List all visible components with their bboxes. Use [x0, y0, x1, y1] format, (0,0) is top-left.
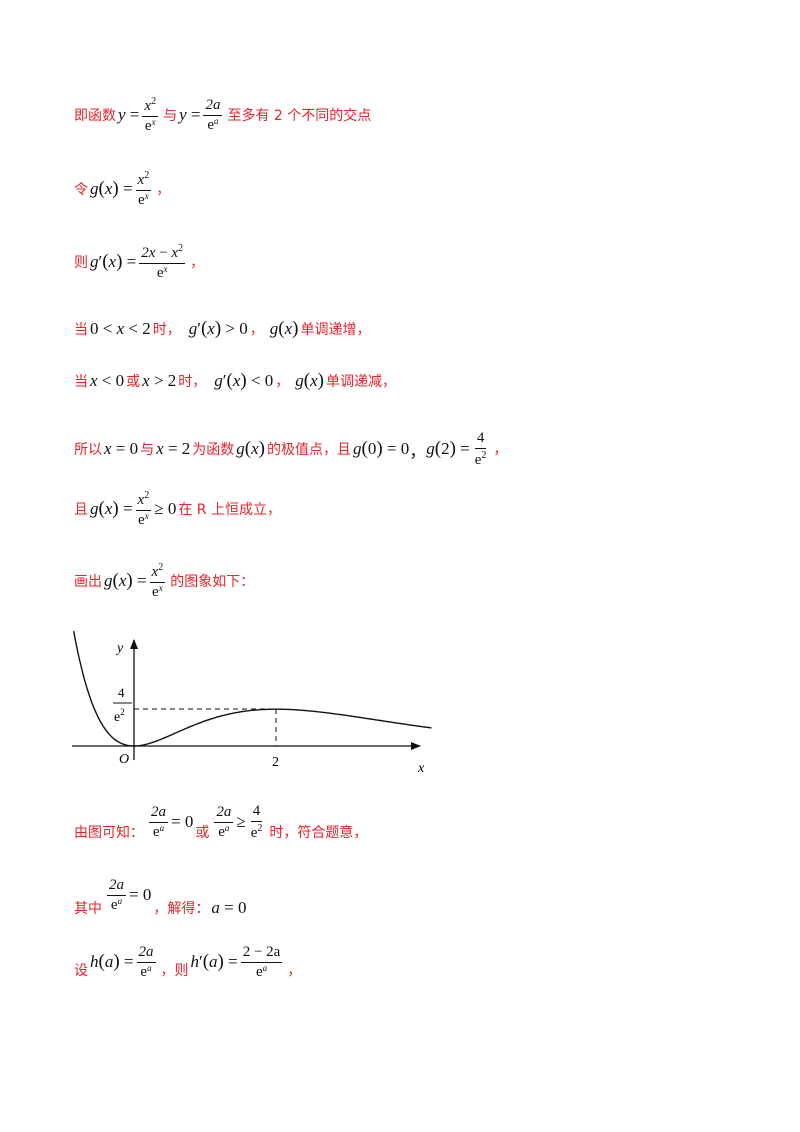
text: ，: [249, 322, 264, 338]
line-intersections: 即函数 y = x2 ex 与 y = 2a ea 至多有 2 个不同的交点: [74, 96, 371, 134]
text: 设: [74, 963, 88, 979]
formula-2a-over-ea-ge-4-over-e2: 2a ea ≥ 4 e2: [214, 803, 263, 841]
text: 的图象如下：: [170, 574, 255, 590]
text: 或: [195, 825, 210, 841]
formula-gprime-lt-0: g ′(x) < 0: [214, 370, 274, 391]
formula-h-prime: h ′(a) = 2 − 2a ea: [190, 944, 283, 980]
text: 或: [126, 374, 141, 390]
text: 至多有 2 个不同的交点: [227, 108, 372, 124]
line-derivative: 则 g ′(x) = 2x − x2 ex ，: [74, 243, 204, 281]
formula-x-lt-0: x < 0: [90, 371, 125, 390]
line-increasing: 当 0 < x < 2 时， g ′(x) > 0 ， g(x) 单调递增，: [74, 318, 370, 340]
text: 时，符合题意，: [269, 825, 368, 841]
line-draw-graph: 画出 g(x) = x2 ex 的图象如下：: [74, 562, 254, 600]
origin-label: O: [119, 752, 129, 767]
formula-g-of-x: g(x): [236, 438, 265, 459]
formula-a-eq-0: a = 0: [211, 898, 247, 917]
text: 即函数: [74, 108, 116, 124]
y-tick-numerator: 4: [118, 685, 125, 700]
text: ，: [275, 374, 290, 390]
formula-x-gt-2: x > 2: [142, 371, 177, 390]
formula-g-definition: g(x) = x2 ex: [104, 562, 166, 600]
formula-0-lt-x-lt-2: 0 < x < 2: [90, 319, 151, 338]
text: 其中: [74, 901, 102, 917]
line-define-g: 令 g(x) = x2 ex ，: [74, 170, 170, 208]
formula-2a-over-ea-eq-0: 2a ea = 0: [149, 804, 194, 840]
line-solve: 其中 2a ea = 0 ，解得： a = 0: [74, 872, 248, 918]
text: ，: [156, 182, 171, 198]
formula-2a-over-ea-eq-0: 2a ea = 0: [107, 877, 152, 913]
text: 且: [74, 502, 88, 518]
text: ，则: [160, 963, 189, 979]
line-nonnegative: 且 g(x) = x2 ex ≥ 0 在 R 上恒成立，: [74, 490, 281, 528]
text: 单调递减，: [326, 374, 396, 390]
formula-x-eq-0: x = 0: [104, 439, 139, 458]
text: 所以: [74, 442, 102, 458]
text: 的极值点，且: [266, 442, 351, 458]
text: 由图可知：: [74, 825, 144, 841]
formula-y-eq-x2-over-ex: y = x2 ex: [118, 96, 159, 134]
line-from-graph: 由图可知： 2a ea = 0 或 2a ea ≥ 4 e2 时，符合题意，: [74, 802, 367, 842]
formula-y-eq-2a-over-ea: y = 2a ea: [179, 97, 223, 133]
text: 令: [74, 182, 88, 198]
function-graph: y x O 2 4 e2: [72, 630, 432, 776]
text: 则: [74, 255, 88, 271]
text: ，: [190, 255, 205, 271]
formula-g0-and-g2: g(0) = 0， g(2) = 4 e2: [352, 430, 487, 468]
text: 当: [74, 374, 88, 390]
y-tick-denominator: e2: [114, 707, 125, 725]
text: 当: [74, 322, 88, 338]
x-axis-label: x: [417, 761, 425, 776]
text: 在 R 上恒成立，: [178, 502, 281, 518]
formula-g-of-x: g(x): [269, 318, 299, 339]
text: 时，: [178, 374, 207, 390]
line-decreasing: 当 x < 0 或 x > 2 时， g ′(x) < 0 ， g(x) 单调递减…: [74, 370, 396, 392]
formula-gprime-gt-0: g ′(x) > 0: [188, 318, 248, 339]
text: 画出: [74, 574, 102, 590]
text: ，: [493, 442, 508, 458]
line-extremes: 所以 x = 0 与 x = 2 为函数 g(x) 的极值点，且 g(0) = …: [74, 430, 507, 468]
formula-g-prime: g ′(x) = 2x − x2 ex: [90, 243, 186, 281]
y-axis-label: y: [115, 641, 124, 656]
formula-g-definition: g(x) = x2 ex: [90, 170, 152, 208]
text: 为函数: [192, 442, 235, 458]
x-tick-2: 2: [272, 755, 279, 770]
formula-h-definition: h(a) = 2a ea: [90, 944, 156, 980]
text: 与: [163, 108, 178, 124]
formula-x-eq-2: x = 2: [156, 439, 191, 458]
formula-g-ge-0: g(x) = x2 ex ≥ 0: [90, 490, 177, 528]
text: 时，: [152, 322, 181, 338]
text: ，: [287, 963, 302, 979]
formula-g-of-x: g(x): [295, 370, 324, 391]
line-define-h: 设 h(a) = 2a ea ，则 h ′(a) = 2 − 2a ea ，: [74, 944, 301, 980]
curve-g: [73, 630, 432, 747]
text: 与: [140, 442, 155, 458]
text: ，解得：: [153, 901, 210, 917]
text: 单调递增，: [300, 322, 371, 338]
